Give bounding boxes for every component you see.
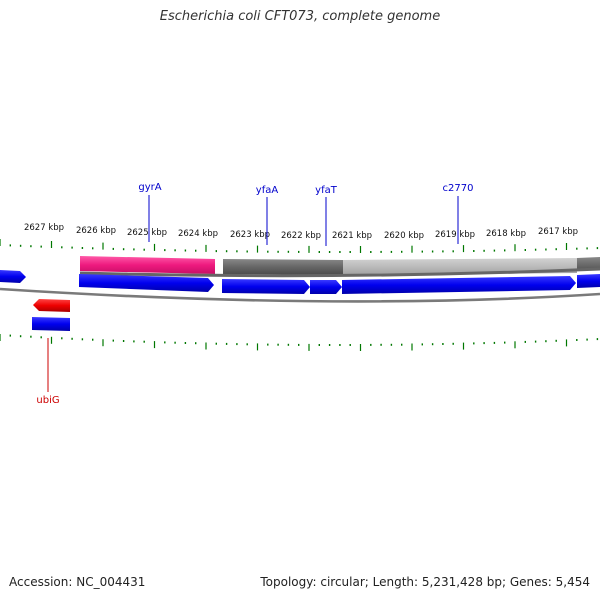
ruler-label-2627: 2627 kbp	[24, 223, 64, 233]
gene-c2770-arrow[interactable]	[342, 276, 576, 294]
gene-label-c2770[interactable]: c2770	[443, 183, 474, 194]
gene-arrow-left-edge[interactable]	[0, 270, 26, 283]
ruler-label-2626: 2626 kbp	[76, 226, 116, 236]
gene-label-yfaA[interactable]: yfaA	[256, 185, 279, 196]
genome-summary-text: Topology: circular; Length: 5,231,428 bp…	[260, 575, 590, 589]
ruler-label-2624: 2624 kbp	[178, 229, 218, 239]
ruler-label-2618: 2618 kbp	[486, 229, 526, 239]
inner-ruler-ticks	[0, 334, 599, 351]
outer-track-shadow	[79, 267, 600, 278]
gene-label-yfaT[interactable]: yfaT	[315, 185, 338, 196]
gene-label-leaders	[47, 195, 459, 392]
ruler-label-2620: 2620 kbp	[384, 231, 424, 241]
gene-label-gyrA[interactable]: gyrA	[138, 182, 161, 193]
gene-labels: gyrA yfaA yfaT c2770 ubiG	[36, 182, 473, 406]
ruler-label-2619: 2619 kbp	[435, 230, 475, 240]
gene-label-ubiG[interactable]: ubiG	[36, 395, 59, 406]
gene-arrow-right-edge[interactable]	[577, 274, 600, 288]
feature-pink[interactable]	[80, 256, 215, 274]
ruler-label-2623: 2623 kbp	[230, 230, 270, 240]
reverse-genes	[32, 299, 70, 331]
gene-lower-box[interactable]	[32, 317, 70, 331]
feature-grey-right[interactable]	[577, 257, 600, 270]
gene-yfaA-arrow[interactable]	[222, 279, 310, 294]
feature-dark-grey[interactable]	[223, 259, 343, 275]
map-title: Escherichia coli CFT073, complete genome	[159, 9, 441, 24]
ruler-label-2622: 2622 kbp	[281, 231, 321, 241]
gene-gyrA-arrow[interactable]	[79, 274, 214, 292]
ruler-label-2617: 2617 kbp	[538, 227, 578, 237]
ruler-label-2621: 2621 kbp	[332, 231, 372, 241]
gene-ubiG-arrow[interactable]	[33, 299, 70, 312]
accession-text: Accession: NC_004431	[9, 575, 146, 589]
gene-yfaT-arrow[interactable]	[310, 280, 342, 294]
forward-genes	[0, 270, 600, 294]
feature-track-outer	[79, 256, 600, 278]
outer-ruler-ticks	[0, 239, 599, 253]
ruler-label-2625: 2625 kbp	[127, 228, 167, 238]
genome-backbone	[0, 287, 600, 303]
ruler-labels: 2627 kbp 2626 kbp 2625 kbp 2624 kbp 2623…	[24, 223, 578, 241]
